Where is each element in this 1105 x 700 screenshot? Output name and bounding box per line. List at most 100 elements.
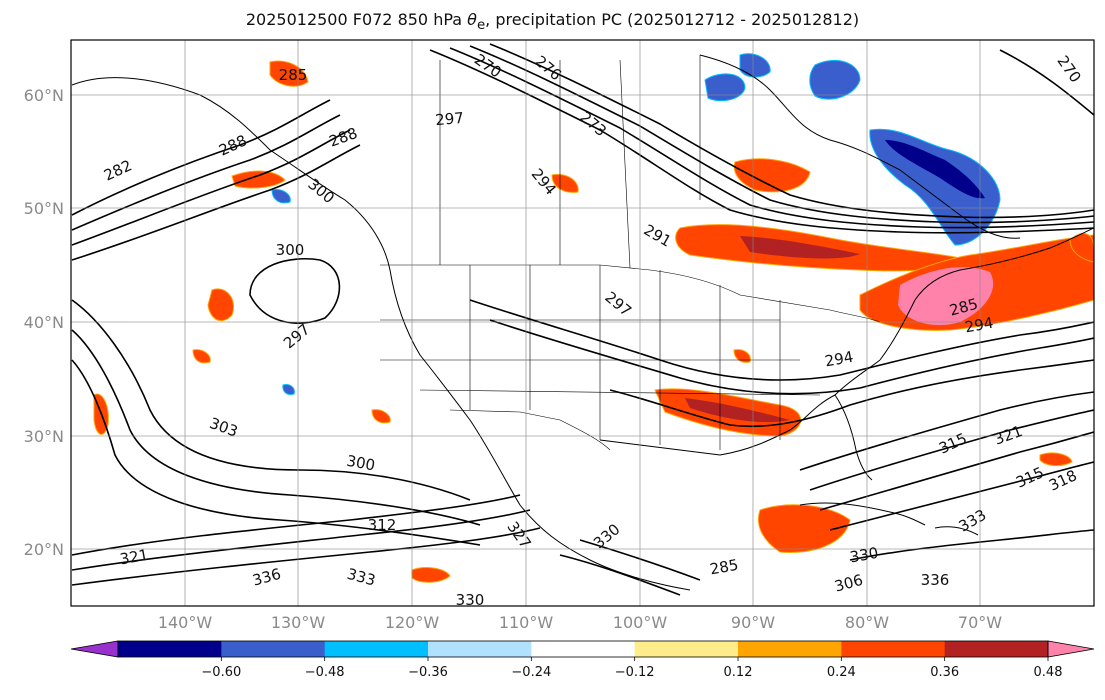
lat-label: 60°N xyxy=(24,86,64,105)
border-us-mexico xyxy=(449,409,611,451)
lon-label: 80°W xyxy=(845,613,889,632)
precip-blob-positive-bc xyxy=(231,170,286,189)
precip-blob-positive-pacific xyxy=(207,288,234,322)
contour-label: 330 xyxy=(848,544,879,567)
lon-label: 120°W xyxy=(385,613,440,632)
colorbar-tick-label: −0.24 xyxy=(511,665,551,680)
precip-blob-positive-carib xyxy=(757,504,851,554)
precip-blob-positive-1040 xyxy=(1039,452,1073,467)
contour-label: 294 xyxy=(963,314,994,337)
colorbar-segment xyxy=(531,641,636,657)
contour-ne-corner xyxy=(999,49,1094,116)
contour-jet-1 xyxy=(429,49,1094,234)
colorbar-segment xyxy=(324,641,429,657)
contour-pac-2 xyxy=(71,114,341,231)
precip-blob-positive-greatlakes-core xyxy=(740,236,860,259)
lon-label: 90°W xyxy=(731,613,775,632)
colorbar-segment xyxy=(221,641,326,657)
precip-blob-positive-mid-core xyxy=(685,398,790,423)
state-lines-1 xyxy=(469,265,781,450)
precip-blob-positive-alaska xyxy=(269,60,309,87)
contour-wave-1 xyxy=(71,299,471,501)
colorbar-arrow-high xyxy=(1047,640,1095,658)
coastline-gulf xyxy=(599,359,881,456)
graticule xyxy=(71,40,1094,606)
colorbar-segment xyxy=(738,641,842,657)
coastline-hudson xyxy=(699,54,1021,239)
border-us-canada xyxy=(380,264,881,323)
title-subscript: e xyxy=(476,18,486,34)
precip-blob-negative-north2 xyxy=(739,53,771,78)
lat-label: 40°N xyxy=(24,313,64,332)
colorbar-tick-label: 0.48 xyxy=(1034,665,1063,680)
contour-label: 285 xyxy=(708,556,739,579)
colorbar-tick-label: 0.24 xyxy=(827,665,856,680)
contour-wave-2 xyxy=(71,329,481,526)
contour-label: 300 xyxy=(276,241,305,259)
contour-carib xyxy=(849,529,1094,561)
contour-jet-2 xyxy=(449,47,1094,229)
contour-pac-4 xyxy=(71,144,361,261)
precip-blob-positive-small7 xyxy=(1069,232,1094,263)
colorbar-segment xyxy=(428,641,532,657)
contour-atl-4 xyxy=(829,461,1094,531)
lon-label: 140°W xyxy=(158,613,213,632)
longitude-labels: 140°W 130°W 120°W 110°W 100°W 90°W 80°W 70°W xyxy=(158,613,1002,632)
precip-blob-negative-hudson-core xyxy=(885,140,985,199)
title-theta: θ xyxy=(467,10,477,29)
contour-sw-2 xyxy=(71,509,531,571)
contour-atl-3 xyxy=(819,431,1094,511)
contour-jet-3 xyxy=(469,45,1094,224)
precip-blob-positive-small4 xyxy=(733,349,751,363)
contour-sw-1 xyxy=(71,494,521,556)
contour-jet-4 xyxy=(489,43,1094,219)
lon-label: 110°W xyxy=(499,613,554,632)
precip-blob-positive-small1 xyxy=(551,173,579,193)
colorbar: −0.60 −0.48 −0.36 −0.24 −0.12 0.12 0.24 0.36 0.4… xyxy=(70,640,1095,680)
lon-label: 130°W xyxy=(271,613,326,632)
coastline-west xyxy=(71,77,691,591)
colorbar-tick-label: −0.60 xyxy=(201,665,241,680)
colorbar-frame xyxy=(117,640,1049,658)
precip-blob-negative-north xyxy=(704,73,746,102)
contour-pac-1 xyxy=(71,99,331,216)
colorbar-arrow-low xyxy=(70,640,119,658)
contour-label: 321 xyxy=(118,546,149,569)
colorbar-segment xyxy=(841,641,946,657)
lat-label: 50°N xyxy=(24,199,64,218)
precip-blob-positive-small2 xyxy=(192,349,211,364)
lat-label: 30°N xyxy=(24,427,64,446)
lon-label: 100°W xyxy=(613,613,668,632)
colorbar-tick-label: −0.48 xyxy=(305,665,345,680)
coastline-east xyxy=(879,227,1094,361)
contour-label: 330 xyxy=(456,591,485,609)
colorbar-tick-label: 0.36 xyxy=(930,665,959,680)
colorbar-segment xyxy=(944,641,1049,657)
colorbar-tick-label: −0.36 xyxy=(408,665,448,680)
precip-blob-positive-small3 xyxy=(371,409,391,424)
contour-atl-1 xyxy=(799,391,1094,471)
colorbar-tick-label: −0.12 xyxy=(615,665,655,680)
province-lines xyxy=(439,55,701,269)
contour-label: 300 xyxy=(345,452,376,475)
contour-label: 285 xyxy=(279,66,308,84)
contour-pac-3 xyxy=(71,129,351,246)
coastline-cuba xyxy=(799,502,926,526)
political-borders xyxy=(380,55,881,451)
precip-blob-pink-ne xyxy=(898,267,994,326)
contour-band-3 xyxy=(609,359,1094,428)
lon-label: 70°W xyxy=(958,613,1002,632)
contour-label: 294 xyxy=(823,348,854,371)
colorbar-segment xyxy=(118,641,222,657)
contour-label: 297 xyxy=(435,109,465,129)
coastline-hispaniola xyxy=(934,526,979,536)
colorbar-tick-label: 0.12 xyxy=(724,665,753,680)
lat-label: 20°N xyxy=(24,540,64,559)
chart-title: 2025012500 F072 850 hPa θe, precipitatio… xyxy=(0,10,1105,33)
contour-band-1 xyxy=(469,299,1094,381)
latitude-labels: 60°N 50°N 40°N 30°N 20°N xyxy=(24,86,64,559)
precip-blob-negative-small6 xyxy=(271,189,291,204)
colorbar-segment xyxy=(634,641,739,657)
